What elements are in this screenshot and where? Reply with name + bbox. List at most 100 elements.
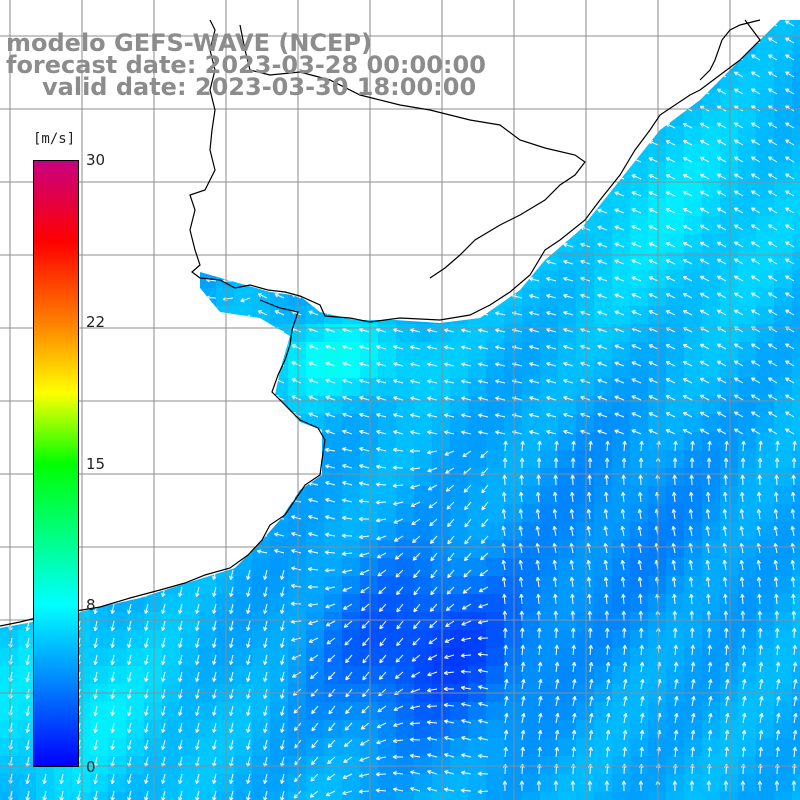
wind-arrow [480, 535, 489, 544]
wind-arrow [553, 593, 558, 605]
wind-arrow [257, 140, 268, 146]
wind-arrow [122, 212, 132, 219]
wind-arrow [412, 535, 421, 544]
wind-arrow [792, 729, 798, 741]
wind-arrow [757, 593, 762, 605]
wind-arrow [554, 746, 559, 758]
wind-arrow [691, 678, 696, 690]
wind-arrow [477, 430, 489, 435]
wind-arrow [171, 311, 183, 316]
wind-arrow [614, 361, 625, 367]
wind-arrow [359, 446, 370, 452]
wind-arrow [93, 569, 98, 581]
wind-arrow [682, 157, 693, 163]
wind-arrow [21, 314, 30, 323]
wind-arrow [638, 474, 643, 486]
wind-arrow [699, 190, 710, 197]
wind-arrow [580, 276, 591, 282]
wind-arrow [257, 378, 268, 384]
wind-arrow [682, 89, 693, 95]
wind-arrow [376, 39, 387, 44]
wind-arrow [688, 542, 693, 554]
wind-arrow [444, 467, 455, 474]
wind-arrow [59, 790, 64, 800]
wind-arrow [767, 207, 778, 214]
wind-arrow [291, 276, 302, 282]
wind-arrow [144, 773, 149, 785]
wind-arrow [461, 603, 472, 610]
wind-arrow [775, 746, 780, 758]
wind-arrow [443, 277, 455, 282]
wind-arrow [587, 610, 593, 622]
wind-arrow [443, 430, 455, 435]
wind-arrow [308, 429, 319, 435]
wind-arrow [603, 525, 608, 537]
wind-arrow [239, 125, 251, 130]
wind-arrow [621, 627, 627, 639]
wind-arrow [518, 525, 523, 537]
wind-arrow [426, 703, 438, 709]
wind-arrow [379, 620, 387, 630]
wind-arrow [605, 644, 610, 656]
wind-arrow [86, 448, 98, 453]
wind-arrow [308, 344, 319, 350]
wind-arrow [409, 209, 421, 214]
wind-arrow [273, 467, 285, 472]
wind-arrow [791, 610, 797, 622]
colorbar-tick-label: 0 [86, 758, 96, 776]
wind-arrow [223, 226, 234, 231]
wind-arrow [173, 144, 183, 151]
wind-arrow [790, 576, 796, 588]
wind-arrow [325, 259, 336, 265]
wind-arrow [409, 192, 421, 197]
wind-arrow [376, 379, 387, 384]
wind-arrow [426, 39, 438, 44]
wind-arrow [580, 72, 591, 78]
wind-arrow [784, 394, 795, 401]
wind-arrow [606, 695, 611, 707]
wind-arrow [443, 396, 455, 401]
wind-arrow [546, 124, 557, 129]
wind-arrow [637, 508, 643, 520]
wind-arrow [519, 593, 524, 605]
wind-arrow [342, 790, 353, 795]
wind-arrow [191, 433, 200, 442]
wind-arrow [376, 243, 387, 248]
wind-arrow [242, 348, 251, 357]
wind-arrow [528, 22, 540, 27]
wind-arrow [733, 156, 744, 163]
wind-arrow [716, 20, 727, 27]
wind-arrow [690, 644, 695, 656]
wind-arrow [790, 525, 795, 537]
wind-arrow [307, 584, 318, 590]
wind-arrow [18, 515, 30, 520]
wind-arrow [409, 448, 420, 454]
wind-arrow [246, 790, 251, 800]
wind-arrow [570, 491, 575, 503]
wind-arrow [155, 311, 166, 316]
wind-arrow [110, 739, 115, 751]
wind-arrow [674, 695, 679, 707]
wind-arrow [722, 525, 727, 537]
wind-arrow [501, 525, 506, 537]
wind-arrow [756, 542, 761, 554]
wind-arrow [537, 644, 542, 656]
wind-arrow [309, 654, 319, 662]
wind-arrow [257, 225, 268, 231]
wind-arrow [138, 433, 149, 439]
wind-arrow [750, 207, 761, 214]
wind-arrow [563, 259, 574, 265]
wind-arrow [18, 143, 30, 148]
wind-arrow [409, 753, 421, 759]
wind-arrow [376, 328, 387, 333]
wind-arrow [88, 535, 98, 543]
wind-arrow [138, 450, 149, 457]
wind-arrow [25, 586, 30, 598]
wind-arrow [614, 72, 625, 78]
wind-arrow [341, 498, 353, 503]
wind-arrow [393, 518, 404, 524]
wind-arrow [59, 773, 64, 785]
wind-arrow [173, 552, 183, 560]
wind-arrow [375, 518, 387, 523]
wind-arrow [19, 498, 30, 503]
